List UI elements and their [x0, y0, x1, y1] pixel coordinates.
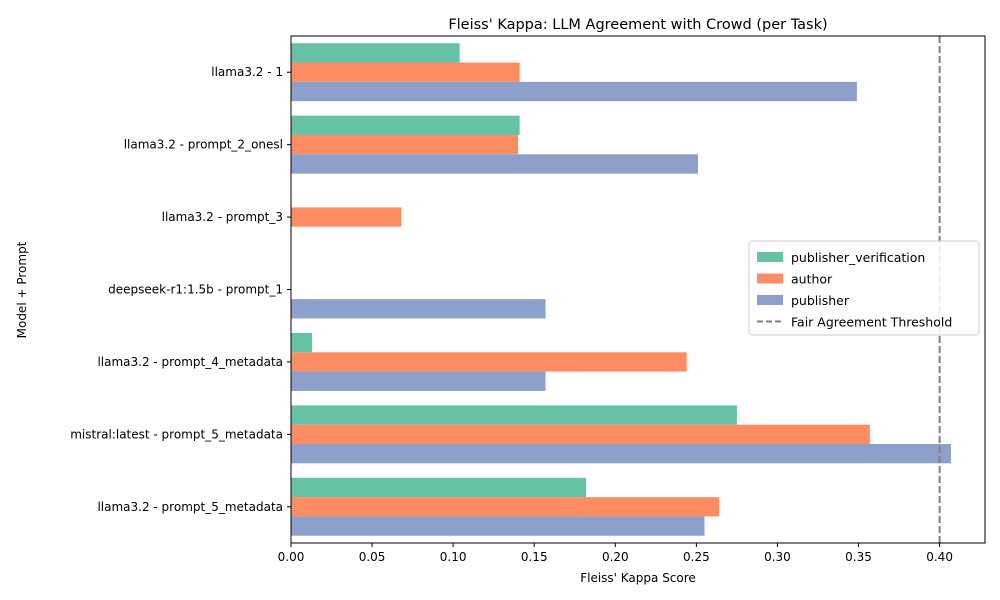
- x-axis-ticks: 0.00 0.05 0.10 0.15 0.20 0.25 0.30 0.35 0.40: [278, 543, 953, 564]
- chart-title: Fleiss' Kappa: LLM Agreement with Crowd …: [448, 17, 827, 33]
- bar-author-6: [291, 497, 720, 517]
- x-tick-label: 0.25: [683, 550, 710, 564]
- x-tick-label: 0.20: [602, 550, 629, 564]
- bar-publisher-0: [291, 81, 857, 102]
- bar-publisher-4: [291, 371, 546, 391]
- x-tick-label: 0.40: [926, 550, 953, 564]
- x-tick-label: 0.05: [359, 550, 386, 564]
- y-tick-label: mistral:latest - prompt_5_metadata: [70, 427, 283, 441]
- x-tick-label: 0.35: [845, 550, 872, 564]
- bar-publisher_verification-6: [291, 477, 587, 498]
- bar-publisher_verification-0: [291, 43, 460, 63]
- legend-label-publisher: publisher: [791, 293, 850, 308]
- bar-publisher-3: [291, 299, 546, 319]
- legend-box: [748, 240, 980, 336]
- x-tick-label: 0.10: [440, 550, 467, 564]
- y-tick-label: llama3.2 - 1: [211, 65, 283, 79]
- x-tick-label: 0.15: [521, 550, 548, 564]
- y-axis-ticks: llama3.2 - 1 llama3.2 - prompt_2_onesllla…: [70, 65, 291, 514]
- bar-author-5: [291, 424, 870, 445]
- bar-publisher-1: [291, 154, 698, 174]
- y-axis-label: Model + Prompt: [15, 241, 29, 338]
- y-tick-label: llama3.2 - prompt_5_metadata: [97, 500, 283, 514]
- y-tick-label: llama3.2 - prompt_4_metadata: [97, 355, 283, 369]
- y-tick-label: llama3.2 - prompt_3: [162, 210, 283, 224]
- legend-swatch-publisher_verification: [757, 252, 783, 262]
- bar-publisher_verification-4: [291, 332, 313, 353]
- x-axis-label: Fleiss' Kappa Score: [580, 571, 696, 585]
- legend-swatch-publisher: [757, 295, 783, 305]
- bar-author-1: [291, 134, 519, 155]
- x-tick-label: 0.00: [278, 550, 305, 564]
- legend-label-threshold: Fair Agreement Threshold: [791, 315, 952, 330]
- bar-publisher_verification-1: [291, 115, 520, 135]
- legend-label-publisher_verification: publisher_verification: [791, 250, 925, 265]
- x-tick-label: 0.30: [764, 550, 791, 564]
- plot-bars: [291, 43, 951, 536]
- legend-label-author: author: [791, 272, 833, 287]
- bar-author-0: [291, 62, 520, 82]
- bar-publisher-5: [291, 444, 951, 464]
- y-tick-label: deepseek-r1:1.5b - prompt_1: [108, 283, 283, 297]
- legend-swatch-author: [757, 273, 783, 284]
- bar-author-4: [291, 352, 687, 372]
- y-tick-label: llama3.2 - prompt_2_onesl: [124, 138, 283, 152]
- bar-publisher-6: [291, 516, 705, 536]
- bar-publisher_verification-5: [291, 405, 737, 425]
- bar-author-2: [291, 207, 402, 227]
